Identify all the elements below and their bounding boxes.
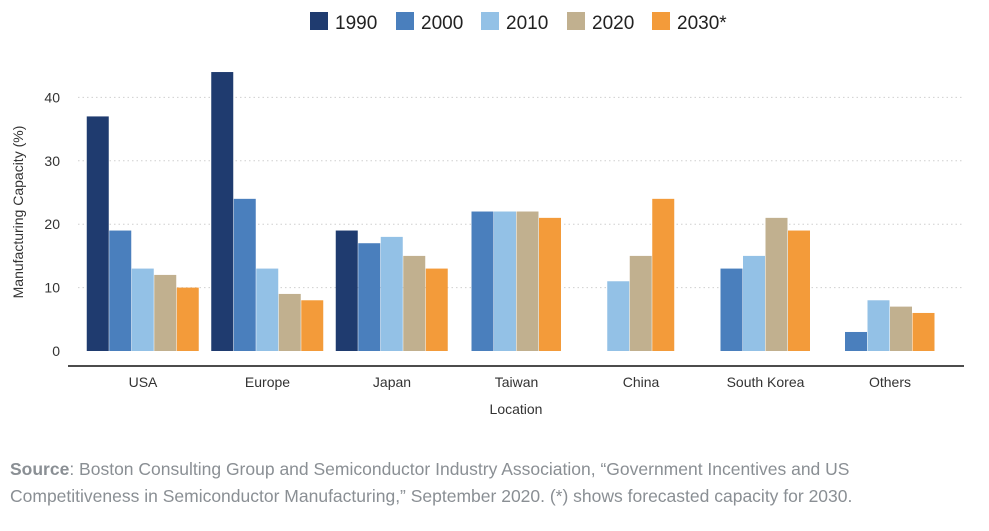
x-tick-label: Others	[869, 374, 911, 390]
bar-europe-1990	[211, 72, 234, 351]
bar-japan-2020	[403, 255, 426, 351]
bar-usa-2000	[109, 230, 132, 351]
bar-others-2010	[867, 300, 890, 351]
y-axis-title: Manufacturing Capacity (%)	[10, 126, 26, 299]
bar-europe-2000	[233, 198, 256, 351]
bar-usa-2020	[154, 274, 177, 351]
source-text: : Boston Consulting Group and Semiconduc…	[10, 459, 853, 506]
source-note: Source: Boston Consulting Group and Semi…	[10, 456, 970, 510]
bar-south-korea-2000	[720, 268, 743, 351]
legend-swatch	[481, 12, 499, 30]
legend-label: 2030*	[677, 13, 727, 34]
bar-south-korea-2020	[765, 217, 788, 351]
x-tick-label: Taiwan	[495, 374, 539, 390]
legend-swatch	[652, 12, 670, 30]
y-tick-label: 0	[52, 343, 60, 359]
bar-taiwan-2020	[516, 211, 539, 351]
x-axis-title: Location	[490, 401, 543, 417]
bar-japan-2010	[380, 236, 403, 351]
y-tick-label: 10	[44, 280, 60, 296]
x-tick-labels: USA Europe Japan Taiwan China South Korea Othe…	[129, 374, 911, 390]
legend-label: 2000	[421, 13, 463, 34]
legend-swatch	[310, 12, 328, 30]
bar-europe-2030	[301, 300, 324, 351]
x-tick-label: Japan	[373, 374, 411, 390]
bar-taiwan-2010	[494, 211, 516, 351]
y-tick-labels: 0 10 20 30 40	[44, 89, 60, 359]
bar-taiwan-2000	[471, 211, 494, 351]
x-tick-label: China	[623, 374, 660, 390]
bar-south-korea-2030	[788, 230, 810, 351]
y-tick-label: 40	[44, 89, 60, 105]
legend-label: 2020	[592, 13, 634, 34]
source-label: Source	[10, 459, 70, 479]
legend-label: 2010	[506, 13, 548, 34]
legend-label: 1990	[335, 13, 377, 34]
bars	[86, 72, 935, 351]
bar-south-korea-2010	[743, 255, 765, 351]
x-tick-label: USA	[129, 374, 158, 390]
legend-swatch	[567, 12, 585, 30]
bar-others-2020	[890, 306, 912, 351]
x-tick-label: South Korea	[727, 374, 805, 390]
y-tick-label: 30	[44, 153, 60, 169]
bar-china-2020	[629, 255, 652, 351]
legend: 1990 2000 2010 2020 2030*	[310, 12, 727, 34]
bar-taiwan-2030	[539, 217, 561, 351]
bar-usa-1990	[86, 116, 109, 351]
bar-europe-2020	[278, 293, 301, 351]
x-tick-label: Europe	[245, 374, 290, 390]
bar-japan-2030	[425, 268, 448, 351]
bar-chart: 1990 2000 2010 2020 2030* 0 10 20 30 40 USA Europ…	[10, 12, 964, 417]
y-tick-label: 20	[44, 216, 60, 232]
bar-others-2030	[912, 312, 935, 351]
bar-china-2010	[607, 281, 630, 351]
bar-japan-1990	[335, 230, 358, 351]
bar-japan-2000	[358, 243, 381, 351]
bar-others-2000	[845, 331, 867, 351]
bar-europe-2010	[256, 268, 279, 351]
gridlines	[78, 96, 964, 289]
bar-usa-2010	[131, 268, 154, 351]
legend-swatch	[396, 12, 414, 30]
bar-china-2030	[652, 198, 675, 351]
bar-usa-2030	[176, 287, 199, 351]
